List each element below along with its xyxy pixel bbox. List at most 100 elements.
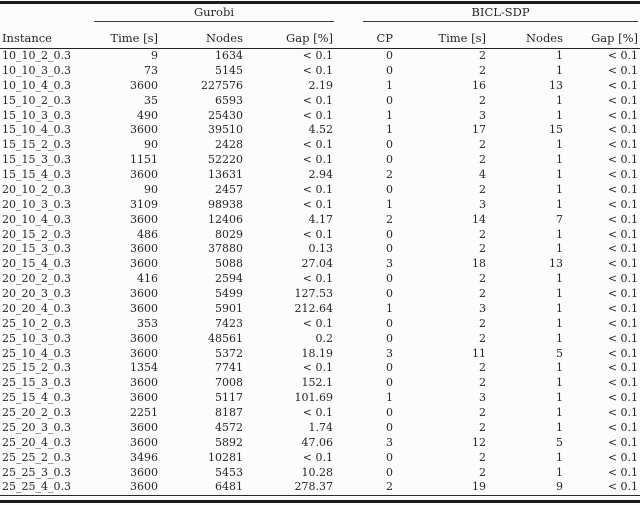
cell-value: < 0.1 [607,331,639,345]
cell-value: 0 [386,182,394,196]
cell-value: < 0.1 [302,93,334,107]
cell-instance: 25_25_3_0.3 [2,465,71,479]
cell-value: 3 [386,435,394,449]
cell-instance: 20_10_2_0.3 [2,182,71,196]
results-table: Gurobi BICL-SDP Instance Time [s] Nodes … [0,4,640,496]
cell-value: 8187 [215,406,243,419]
cell-value: 0 [386,242,394,256]
col-header-gurobi-nodes: Nodes [160,22,245,49]
cell-value: 7423 [215,316,243,330]
cell-value: < 0.1 [302,227,334,241]
cell-value: < 0.1 [607,153,639,167]
cell-value: 490 [137,108,158,122]
cell-value: 0.2 [315,331,334,345]
table-row: 25_20_4_0.3 3600 5892 47.06 3 12 5 < 0.1 [0,436,640,451]
cell-value: 37880 [208,242,243,256]
table-header: Gurobi BICL-SDP Instance Time [s] Nodes … [0,4,640,49]
cell-value: 13631 [208,168,243,181]
cell-instance: 25_15_4_0.3 [2,391,71,405]
cell-value: 3 [479,301,487,315]
cell-value: 5453 [215,465,243,479]
cell-value: < 0.1 [302,108,334,122]
cell-instance: 25_10_4_0.3 [2,346,71,360]
group-label-bicl-sdp: BICL-SDP [471,5,530,19]
cell-value: 2 [479,287,487,300]
cell-instance: 20_15_4_0.3 [2,257,71,271]
cell-instance: 10_10_2_0.3 [2,49,71,62]
cell-value: 16 [472,78,487,92]
column-header-row: Instance Time [s] Nodes Gap [%] CP Time … [0,22,640,49]
cell-value: 1 [386,78,394,92]
cell-value: 1 [556,331,564,345]
cell-value: 11 [472,346,487,360]
cell-value: 3600 [130,391,158,405]
cell-value: 5372 [215,346,243,360]
cell-instance: 20_10_3_0.3 [2,197,71,211]
cell-value: < 0.1 [302,138,334,152]
cell-value: 2251 [130,406,158,419]
cell-value: 0 [386,272,394,286]
cell-value: 6481 [215,480,243,494]
cell-value: < 0.1 [607,197,639,211]
table-row: 20_20_3_0.3 3600 5499 127.53 0 2 1 < 0.1 [0,287,640,302]
cell-value: 1 [556,450,564,464]
cell-value: 2 [479,242,487,256]
cell-value: 2 [479,182,487,196]
cell-instance: 20_15_2_0.3 [2,227,71,241]
cell-value: 1 [556,227,564,241]
cell-value: < 0.1 [607,465,639,479]
cell-instance: 20_20_2_0.3 [2,272,71,286]
cell-value: 2.94 [308,168,334,181]
cell-value: 5901 [215,301,243,315]
cell-instance: 15_10_3_0.3 [2,108,71,122]
cell-value: 0 [386,376,394,390]
table-row: 20_10_2_0.3 90 2457 < 0.1 0 2 1 < 0.1 [0,183,640,198]
cell-value: 1 [556,376,564,390]
cell-value: 39510 [208,123,243,137]
cell-value: 212.64 [294,301,334,315]
cell-value: < 0.1 [607,123,639,137]
cell-value: 2 [479,331,487,345]
cell-value: 3600 [130,78,158,92]
cell-instance: 20_15_3_0.3 [2,242,71,256]
cell-value: 1634 [215,49,243,62]
table-row: 25_25_3_0.3 3600 5453 10.28 0 2 1 < 0.1 [0,466,640,481]
cell-value: 2457 [215,182,243,196]
cell-value: 3600 [130,465,158,479]
cell-value: 4.17 [308,212,334,226]
cell-value: < 0.1 [302,49,334,62]
cell-value: 7741 [215,361,243,375]
cell-value: < 0.1 [302,406,334,419]
cell-value: 5145 [215,63,243,77]
cell-value: 2 [479,316,487,330]
table-row: 20_15_2_0.3 486 8029 < 0.1 0 2 1 < 0.1 [0,228,640,243]
cell-value: 27.04 [301,257,334,271]
col-header-bicl-cp: CP [335,22,396,49]
cell-value: 14 [472,212,487,226]
cell-instance: 25_15_2_0.3 [2,361,71,375]
cell-value: < 0.1 [302,361,334,375]
cell-value: 2 [479,420,487,434]
cell-value: 1354 [130,361,158,375]
cell-value: 2 [479,63,487,77]
cell-value: 1 [556,465,564,479]
table-row: 25_10_4_0.3 3600 5372 18.19 3 11 5 < 0.1 [0,347,640,362]
cell-value: 2 [479,376,487,390]
cell-value: 1 [556,108,564,122]
table-row: 20_10_3_0.3 3109 98938 < 0.1 1 3 1 < 0.1 [0,198,640,213]
cell-value: 2 [479,49,487,62]
table-row: 15_10_4_0.3 3600 39510 4.52 1 17 15 < 0.1 [0,123,640,138]
cell-value: 0 [386,361,394,375]
cell-value: 1 [386,197,394,211]
cell-value: 3 [479,108,487,122]
cell-value: 7 [556,212,564,226]
cell-value: < 0.1 [607,435,639,449]
col-header-gurobi-time: Time [s] [90,22,160,49]
cell-value: 25430 [208,108,243,122]
cell-instance: 25_10_2_0.3 [2,316,71,330]
table-row: 20_20_2_0.3 416 2594 < 0.1 0 2 1 < 0.1 [0,272,640,287]
cell-value: < 0.1 [607,227,639,241]
cell-value: 2 [479,272,487,286]
cell-value: 1 [556,182,564,196]
cell-instance: 10_10_4_0.3 [2,78,71,92]
